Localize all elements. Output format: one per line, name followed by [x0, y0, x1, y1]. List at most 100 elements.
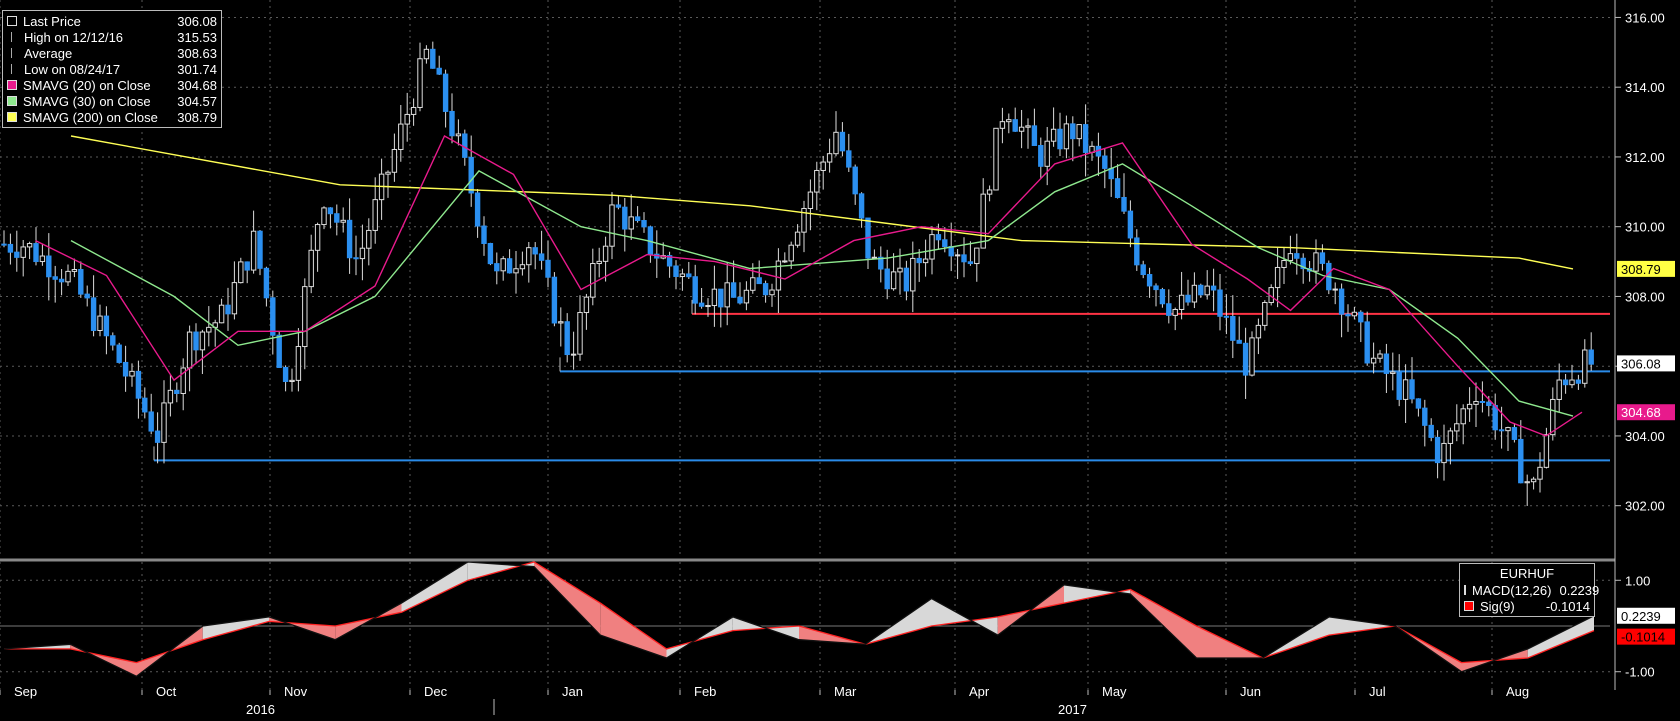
candle-body	[1486, 401, 1492, 406]
candle-body	[878, 256, 884, 270]
candle-body	[820, 161, 826, 171]
candle-body	[295, 346, 302, 381]
candle-body	[782, 260, 788, 263]
candle-body	[1582, 349, 1588, 384]
candle-body	[78, 269, 84, 295]
candle-body	[161, 402, 167, 443]
candle-body	[1012, 119, 1018, 132]
year-label: 2017	[1058, 702, 1087, 717]
square-icon	[7, 96, 17, 106]
low-marker-icon	[11, 64, 18, 74]
candle-body	[276, 334, 282, 368]
x-tick-label: Mar	[834, 684, 857, 699]
macd-line	[3, 561, 1595, 678]
candle-body	[545, 259, 551, 278]
x-tick-label: Jul	[1369, 684, 1386, 699]
candle-body	[961, 254, 967, 263]
candle-body	[1, 243, 7, 246]
candle-body	[1447, 430, 1454, 444]
y-tick-label: 314.00	[1625, 80, 1665, 95]
candle-body	[1146, 274, 1153, 287]
candle-body	[967, 261, 974, 265]
macd-fill	[1064, 584, 1131, 604]
candle-body	[186, 331, 193, 369]
candle-body	[1370, 357, 1377, 364]
candle-body	[1210, 285, 1217, 291]
candle-body	[1441, 442, 1447, 464]
candle-body	[1454, 423, 1460, 432]
legend-row: SMAVG (30) on Close 304.57	[3, 93, 221, 109]
candle-body	[346, 219, 353, 259]
candle-body	[366, 229, 372, 249]
macd-fill	[1329, 616, 1396, 636]
x-tick-label: Feb	[694, 684, 716, 699]
candle-body	[206, 326, 212, 333]
sma30-line	[70, 163, 1574, 417]
candle-body	[897, 267, 903, 273]
candle-body	[257, 230, 263, 269]
y-tick-label: 302.00	[1625, 499, 1665, 514]
candle-body	[1466, 403, 1473, 410]
candle-body	[1050, 128, 1057, 142]
candle-body	[1345, 313, 1351, 317]
candle-body	[705, 305, 711, 308]
candle-body	[826, 153, 833, 163]
candle-body	[1102, 155, 1108, 169]
candle-body	[999, 121, 1006, 129]
candle-body	[634, 216, 641, 222]
candle-body	[519, 264, 526, 270]
candle-body	[1530, 478, 1537, 483]
macd-fill	[1130, 589, 1197, 658]
candle-body	[442, 73, 449, 112]
candle-body	[1185, 294, 1191, 303]
candle-body	[1076, 124, 1082, 140]
candle-body	[321, 207, 327, 226]
candle-body	[1537, 466, 1543, 480]
candle-body	[1556, 379, 1562, 400]
candle-body	[20, 246, 26, 258]
candle-body	[801, 207, 807, 233]
candle-body	[1415, 398, 1422, 409]
candle-body	[263, 267, 270, 299]
legend-value: 304.57	[177, 93, 217, 109]
candle-body	[1242, 342, 1249, 376]
candle-body	[1204, 285, 1210, 296]
candle-body	[231, 282, 238, 315]
candle-body	[564, 321, 570, 356]
macd-legend-label: MACD(12,26)	[1472, 582, 1552, 598]
candle-body	[974, 247, 980, 265]
macd-fill	[401, 562, 468, 613]
legend-value: 308.63	[177, 45, 217, 61]
candle-body	[417, 58, 423, 108]
macd-legend: EURHUF MACD(12,26) 0.2239 Sig(9) -0.1014	[1459, 563, 1599, 617]
candle-body	[218, 304, 225, 324]
candle-body	[468, 156, 474, 194]
legend-label: SMAVG (30) on Close	[23, 93, 151, 109]
candle-body	[935, 234, 942, 241]
candle-body	[737, 296, 743, 304]
macd-legend-row: MACD(12,26) 0.2239	[1460, 582, 1599, 598]
legend-label: SMAVG (20) on Close	[23, 77, 151, 93]
candle-body	[1031, 125, 1038, 146]
candle-body	[1172, 308, 1178, 316]
y-tick-label: 308.00	[1625, 289, 1665, 304]
candle-body	[1518, 438, 1524, 484]
legend-row: Last Price 306.08	[3, 13, 221, 29]
candle-body	[692, 276, 698, 304]
candle-body	[526, 247, 532, 266]
candle-body	[794, 231, 801, 246]
candle-body	[1434, 436, 1441, 464]
candle-body	[583, 296, 590, 314]
legend-value: 315.53	[177, 29, 217, 45]
candle-body	[1082, 124, 1089, 153]
candle-body	[353, 257, 359, 260]
candle-body	[756, 277, 762, 285]
candle-body	[1498, 429, 1505, 432]
candle-body	[7, 243, 14, 253]
candle-body	[116, 344, 122, 363]
candle-body	[724, 282, 730, 308]
candle-body	[340, 219, 346, 223]
macd-badge: 0.2239	[1621, 609, 1661, 624]
square-icon	[1464, 601, 1474, 611]
